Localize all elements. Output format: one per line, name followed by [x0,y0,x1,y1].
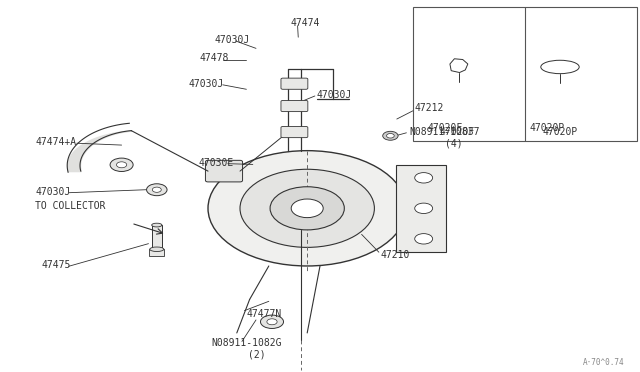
Bar [413,7,637,141]
Text: 47030J: 47030J [35,187,70,196]
FancyBboxPatch shape [281,126,308,138]
FancyBboxPatch shape [281,78,308,89]
Circle shape [260,315,284,328]
Text: (2): (2) [248,349,266,359]
Circle shape [415,173,433,183]
Text: 47030E: 47030E [198,158,234,167]
Circle shape [415,203,433,214]
Text: (4): (4) [445,138,463,148]
Text: 47020F: 47020F [440,127,476,137]
Circle shape [291,199,323,218]
Text: N08911-1082G: N08911-1082G [211,338,282,348]
Circle shape [267,319,277,325]
Text: 47212: 47212 [415,103,444,113]
Bar [152,225,162,249]
Text: TO COLLECTOR: TO COLLECTOR [35,202,106,211]
Text: A·70^0.74: A·70^0.74 [582,358,624,367]
Polygon shape [450,59,468,73]
Text: 47474: 47474 [291,19,320,28]
Circle shape [415,234,433,244]
Text: 47477N: 47477N [246,309,282,318]
Circle shape [208,151,406,266]
Circle shape [383,131,398,140]
Circle shape [147,184,167,196]
Text: 47478: 47478 [200,54,229,63]
Text: 47030J: 47030J [214,35,250,45]
Text: 47020F: 47020F [427,124,463,133]
Text: N08911-10837: N08911-10837 [410,127,480,137]
FancyBboxPatch shape [396,165,446,252]
Text: 47030J: 47030J [188,79,223,89]
Bar [149,249,164,256]
Circle shape [270,187,344,230]
Circle shape [116,162,127,168]
Text: 47475: 47475 [42,260,71,270]
Circle shape [152,187,161,192]
Text: 47020P: 47020P [529,124,565,133]
Text: 47210: 47210 [381,250,410,260]
FancyBboxPatch shape [205,160,243,182]
FancyBboxPatch shape [281,100,308,112]
Ellipse shape [150,247,164,251]
Circle shape [110,158,133,171]
Text: 47020P: 47020P [542,127,578,137]
Text: 47030J: 47030J [316,90,351,100]
Text: 47474+A: 47474+A [35,137,76,147]
Circle shape [387,134,394,138]
Ellipse shape [541,60,579,74]
Ellipse shape [152,223,162,227]
Circle shape [240,169,374,247]
